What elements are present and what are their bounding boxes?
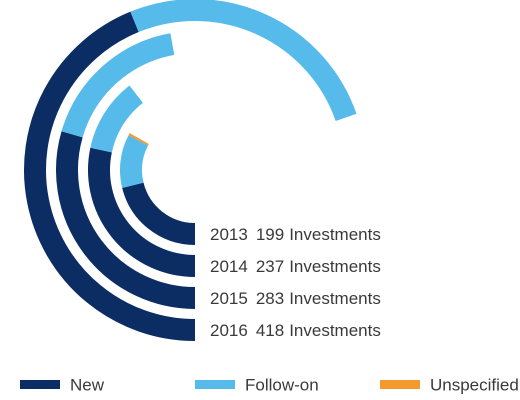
legend-swatch (20, 380, 60, 389)
ring-label: 2013 199 Investments (210, 225, 381, 244)
year: 2013 (210, 225, 248, 244)
legend-label: New (70, 375, 105, 394)
total: 199 (256, 225, 284, 244)
total: 237 (256, 257, 284, 276)
ring-segment (56, 131, 196, 309)
ring-segment (90, 85, 144, 153)
ring-segment (24, 11, 196, 341)
ring-label: 2015 283 Investments (210, 289, 381, 308)
unit: Investments (289, 257, 381, 276)
ring-segment (122, 182, 196, 245)
ring-segment (128, 133, 149, 146)
total: 283 (256, 289, 284, 308)
ring-label: 2014 237 Investments (210, 257, 381, 276)
legend-swatch (380, 380, 420, 389)
ring-segment (130, 0, 357, 122)
total: 418 (256, 321, 284, 340)
year: 2016 (210, 321, 248, 340)
ring-segment (120, 135, 149, 188)
year: 2015 (210, 289, 248, 308)
unit: Investments (289, 321, 381, 340)
legend-label: Unspecified (430, 375, 519, 394)
ring-segment (88, 147, 196, 277)
legend-label: Follow-on (245, 375, 319, 394)
legend-swatch (195, 380, 235, 389)
unit: Investments (289, 289, 381, 308)
unit: Investments (289, 225, 381, 244)
ring-segment (61, 33, 175, 138)
year: 2014 (210, 257, 248, 276)
ring-label: 2016 418 Investments (210, 321, 381, 340)
